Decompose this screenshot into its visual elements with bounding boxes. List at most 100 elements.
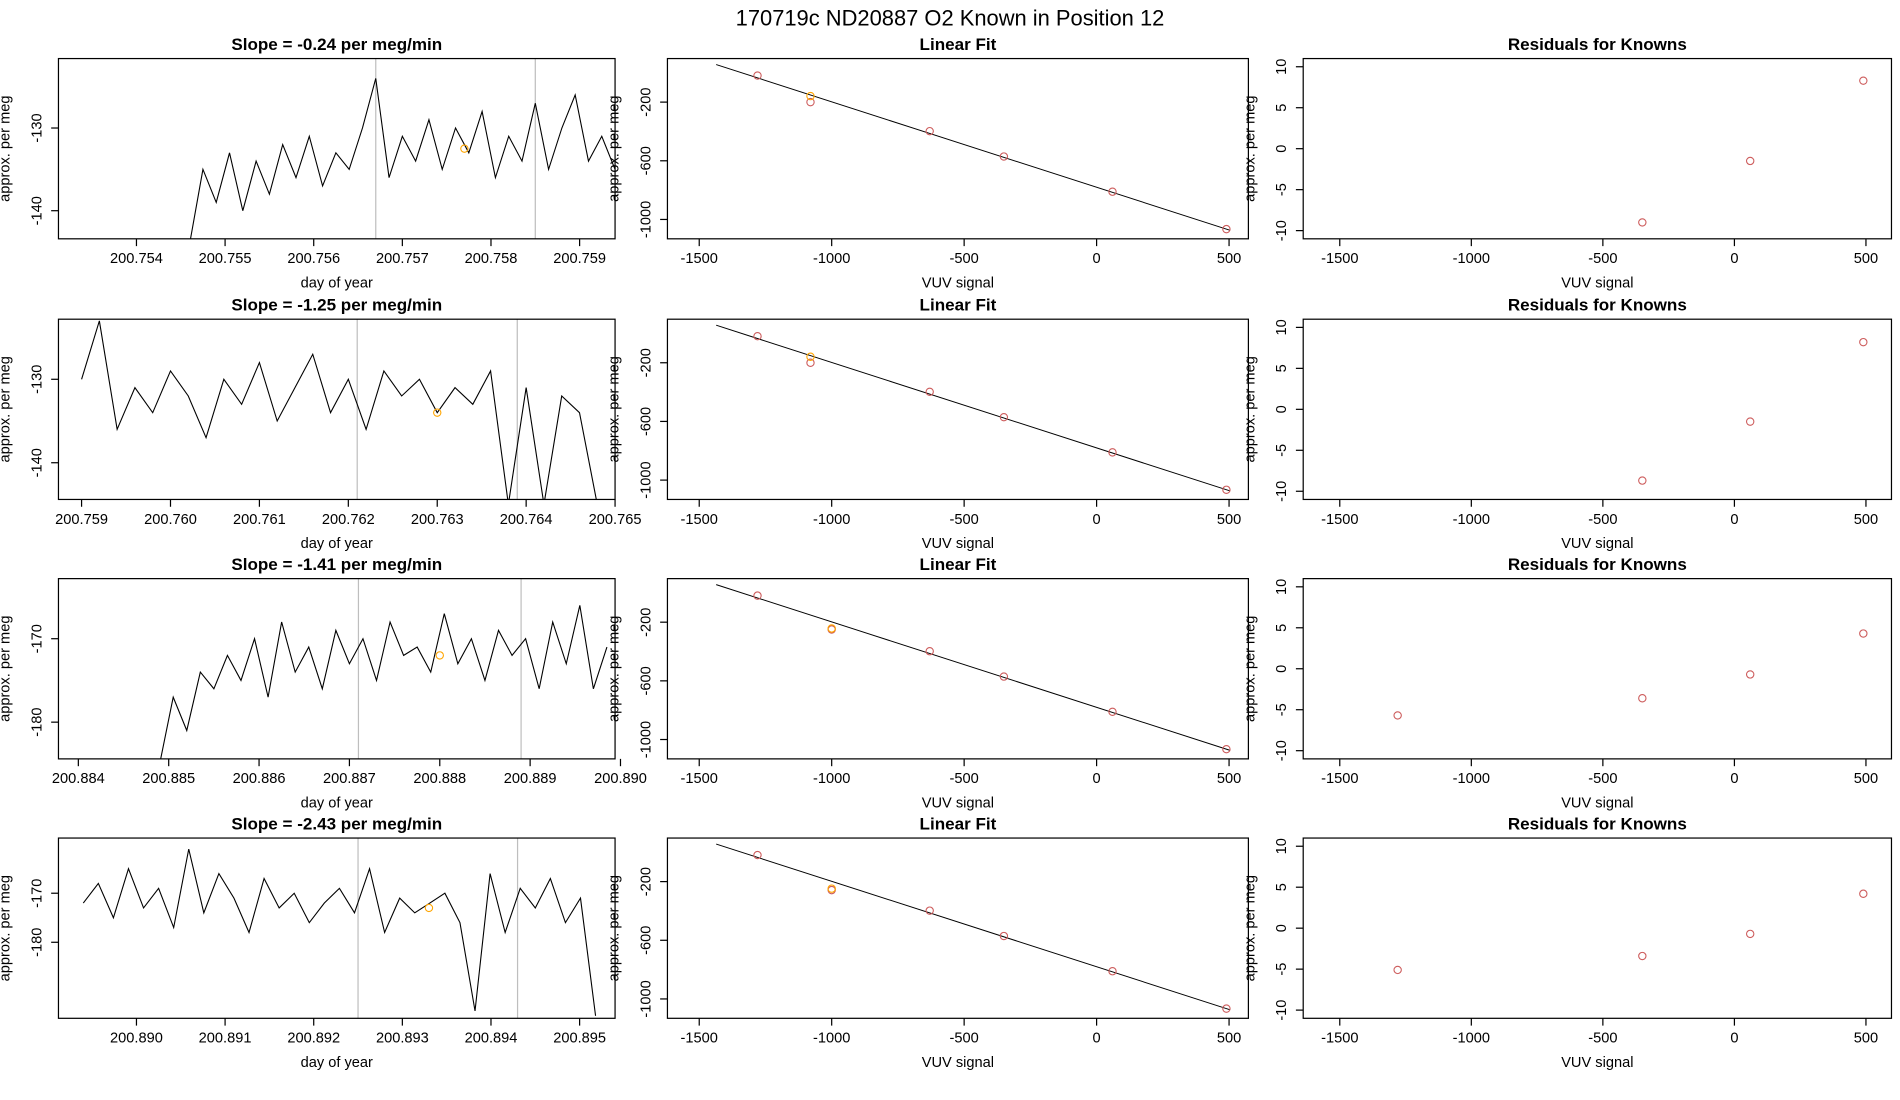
data-point (827, 884, 836, 893)
y-axis-label: approx. per meg (1242, 616, 1258, 722)
y-tick-label: -10 (1274, 220, 1290, 241)
y-tick-label: -600 (638, 407, 654, 436)
plot-area (189, 58, 616, 239)
x-tick-label: 200.760 (144, 512, 197, 528)
x-tick-label: 0 (1730, 512, 1738, 528)
x-tick-label: -500 (950, 771, 979, 787)
plot-area (1638, 76, 1868, 227)
y-tick-label: -130 (29, 365, 45, 394)
y-tick-label: -5 (1274, 444, 1290, 457)
x-tick-label: -1500 (681, 1031, 718, 1047)
x-tick-label: 500 (1854, 771, 1878, 787)
y-axis-label: approx. per meg (0, 875, 14, 981)
y-tick-label: -200 (638, 608, 654, 637)
x-tick-label: 200.759 (553, 251, 606, 267)
data-point (753, 591, 762, 600)
y-tick-label: 0 (1274, 145, 1290, 153)
x-tick-label: 0 (1093, 771, 1101, 787)
y-tick-label: -140 (29, 448, 45, 477)
plot-area (716, 64, 1231, 234)
x-tick-label: 500 (1217, 251, 1241, 267)
y-tick-label: -600 (638, 666, 654, 695)
data-point (1222, 744, 1231, 754)
panel-title: Slope = -1.25 per meg/min (231, 296, 442, 315)
x-tick-label: 500 (1217, 512, 1241, 528)
x-tick-label: 200.895 (553, 1031, 606, 1047)
panel-title: Slope = -0.24 per meg/min (231, 35, 442, 54)
x-tick-label: 200.759 (55, 512, 108, 528)
y-tick-label: 5 (1274, 624, 1290, 632)
plot-frame (1302, 837, 1893, 1019)
data-point (1108, 707, 1117, 716)
data-line (160, 605, 608, 759)
y-tick-label: -170 (29, 879, 45, 908)
x-axis-label: VUV signal (1561, 276, 1633, 292)
panel-title: Linear Fit (920, 555, 997, 574)
y-tick-label: 0 (1274, 405, 1290, 413)
x-tick-label: 200.755 (199, 251, 252, 267)
x-tick-label: -1000 (1453, 251, 1490, 267)
y-tick-label: 5 (1274, 883, 1290, 891)
x-axis-label: day of year (301, 796, 373, 812)
data-point (1222, 485, 1231, 494)
data-point (1108, 187, 1117, 196)
x-tick-label: 500 (1217, 771, 1241, 787)
plot-area (716, 324, 1231, 494)
y-tick-label: -10 (1274, 740, 1290, 761)
plot-area (82, 838, 597, 1019)
y-tick-label: -10 (1274, 481, 1290, 502)
data-line (189, 78, 616, 239)
x-tick-label: 200.758 (465, 251, 518, 267)
y-tick-label: -180 (29, 708, 45, 737)
data-point (753, 850, 762, 860)
x-tick-label: -1000 (1453, 1031, 1490, 1047)
data-point (753, 332, 762, 341)
x-tick-label: 0 (1093, 1031, 1101, 1047)
x-tick-label: 200.884 (52, 771, 105, 787)
data-point (925, 387, 934, 397)
panel: Linear Fit VUV signal approx. per meg -1500… (607, 555, 1250, 812)
x-tick-label: 500 (1217, 1031, 1241, 1047)
data-point (999, 672, 1009, 681)
x-tick-label: 200.761 (233, 512, 286, 528)
plot-frame (57, 837, 616, 1019)
x-tick-label: 0 (1730, 1031, 1738, 1047)
x-tick-label: 200.756 (287, 251, 340, 267)
x-tick-label: 200.890 (110, 1031, 163, 1047)
fit-line (716, 843, 1231, 1011)
data-point (806, 91, 815, 101)
data-point (1108, 448, 1117, 457)
data-point (1638, 951, 1647, 961)
x-tick-label: -1500 (681, 251, 718, 267)
data-point (999, 931, 1009, 941)
panel: Slope = -1.25 per meg/min day of year appr… (0, 296, 641, 553)
y-tick-label: -140 (29, 196, 45, 225)
y-tick-label: -180 (29, 928, 45, 957)
x-tick-label: -1000 (813, 251, 850, 267)
x-tick-label: -1000 (813, 1031, 850, 1047)
plot-area (81, 319, 597, 500)
y-axis-label: approx. per meg (1242, 95, 1258, 201)
x-tick-label: -500 (950, 251, 979, 267)
plot-area (716, 584, 1231, 754)
data-point (999, 412, 1009, 422)
x-tick-label: 200.765 (589, 512, 642, 528)
x-tick-label: 200.887 (323, 771, 376, 787)
x-tick-label: -500 (1588, 1031, 1617, 1047)
y-tick-label: -600 (638, 146, 654, 175)
y-tick-label: -1000 (638, 201, 654, 238)
data-point (925, 647, 934, 656)
x-tick-label: -1000 (813, 512, 850, 528)
data-point (1859, 889, 1868, 898)
x-tick-label: 0 (1730, 771, 1738, 787)
plot-frame (666, 578, 1250, 760)
x-axis-label: VUV signal (922, 1055, 994, 1071)
panel: Residuals for Knowns VUV signal approx. pe… (1242, 296, 1893, 552)
y-tick-label: -10 (1274, 1000, 1290, 1021)
x-tick-label: 500 (1854, 251, 1878, 267)
x-tick-label: -1500 (1321, 251, 1358, 267)
x-axis-label: VUV signal (922, 276, 994, 292)
y-tick-label: 5 (1274, 364, 1290, 372)
x-axis-label: VUV signal (1561, 536, 1633, 552)
plot-frame (1302, 57, 1893, 240)
